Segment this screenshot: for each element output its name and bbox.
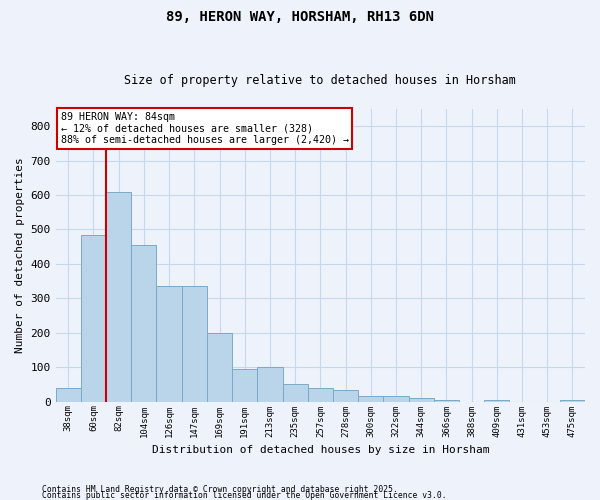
Bar xyxy=(157,286,182,402)
Bar xyxy=(182,286,207,402)
Bar xyxy=(207,333,232,402)
Bar xyxy=(333,390,358,402)
Bar xyxy=(106,192,131,402)
X-axis label: Distribution of detached houses by size in Horsham: Distribution of detached houses by size … xyxy=(152,445,489,455)
Text: 89 HERON WAY: 84sqm
← 12% of detached houses are smaller (328)
88% of semi-detac: 89 HERON WAY: 84sqm ← 12% of detached ho… xyxy=(61,112,349,145)
Text: Contains HM Land Registry data © Crown copyright and database right 2025.: Contains HM Land Registry data © Crown c… xyxy=(42,484,398,494)
Bar xyxy=(308,388,333,402)
Bar xyxy=(409,398,434,402)
Bar xyxy=(484,400,509,402)
Y-axis label: Number of detached properties: Number of detached properties xyxy=(15,158,25,353)
Bar xyxy=(283,384,308,402)
Text: Contains public sector information licensed under the Open Government Licence v3: Contains public sector information licen… xyxy=(42,490,446,500)
Bar xyxy=(358,396,383,402)
Bar xyxy=(560,400,585,402)
Bar xyxy=(232,369,257,402)
Bar xyxy=(81,234,106,402)
Bar xyxy=(434,400,459,402)
Bar xyxy=(383,396,409,402)
Bar xyxy=(131,245,157,402)
Text: 89, HERON WAY, HORSHAM, RH13 6DN: 89, HERON WAY, HORSHAM, RH13 6DN xyxy=(166,10,434,24)
Title: Size of property relative to detached houses in Horsham: Size of property relative to detached ho… xyxy=(124,74,516,87)
Bar xyxy=(257,367,283,402)
Bar xyxy=(56,388,81,402)
